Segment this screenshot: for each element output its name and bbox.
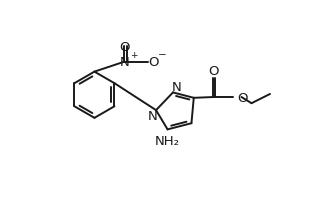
Text: O: O <box>148 56 159 69</box>
Text: +: + <box>130 50 137 59</box>
Text: N: N <box>172 80 182 93</box>
Text: N: N <box>119 56 129 69</box>
Text: O: O <box>119 41 130 53</box>
Text: −: − <box>158 49 167 59</box>
Text: NH₂: NH₂ <box>155 134 180 147</box>
Text: O: O <box>208 65 218 78</box>
Text: O: O <box>238 91 248 104</box>
Text: N: N <box>147 109 157 122</box>
